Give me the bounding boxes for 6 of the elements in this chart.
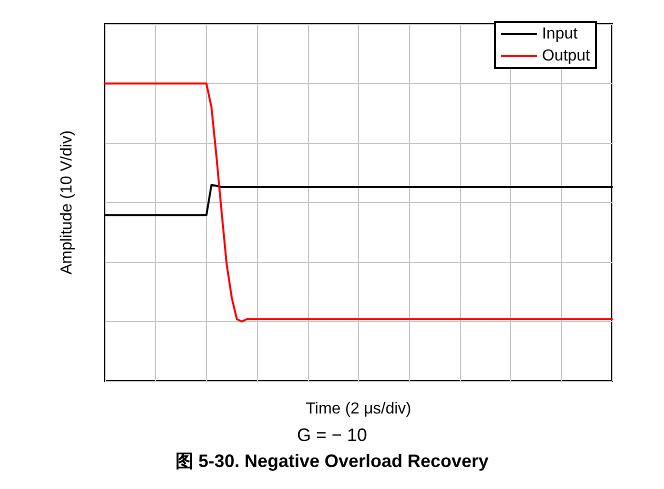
x-axis-title: Time (2 μs/div) <box>306 400 412 418</box>
text: G = − 10 <box>296 425 368 445</box>
text: 图 5-30. Negative Overload Recovery <box>175 451 489 471</box>
y-axis-title: Amplitude (10 V/div) <box>58 130 76 275</box>
legend-label: Input <box>542 26 578 42</box>
legend-label: Output <box>542 48 591 64</box>
